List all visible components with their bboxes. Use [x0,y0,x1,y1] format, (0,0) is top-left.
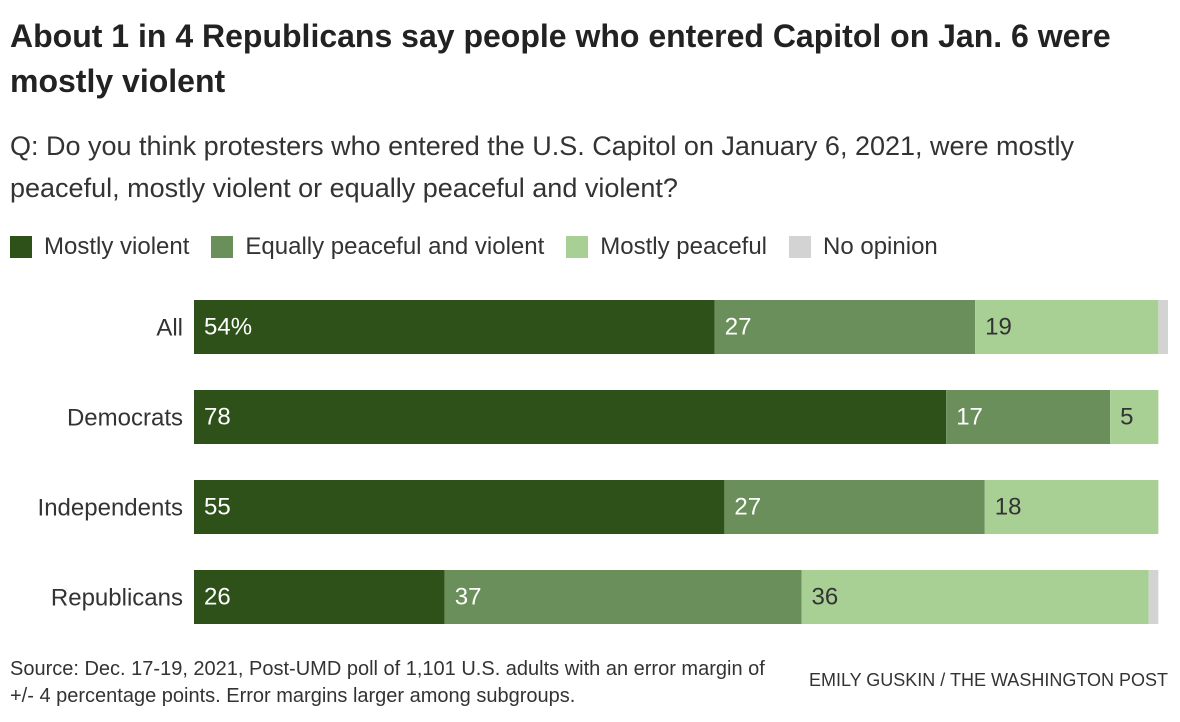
bar-segment [714,300,976,354]
data-label: 26 [204,583,231,610]
category-label: Independents [38,494,183,521]
data-label: 55 [204,493,231,520]
bar-segment [801,570,1149,624]
chart-title: About 1 in 4 Republicans say people who … [10,18,1111,99]
bar-segment [1148,570,1159,624]
bar-segment [194,390,947,444]
category-label: Democrats [67,404,183,431]
chart-subtitle: Q: Do you think protesters who entered t… [10,131,1075,203]
data-label: 17 [956,403,983,430]
legend-label: Mostly violent [44,233,190,260]
legend-swatch [10,236,32,258]
source-note: Source: Dec. 17-19, 2021, Post-UMD poll … [10,658,765,707]
legend: Mostly violent Equally peaceful and viole… [10,233,938,261]
bar-segment [1110,390,1159,444]
bar-segment [194,570,445,624]
data-label: 27 [734,493,761,520]
category-label: All [156,314,183,341]
bar-segment [975,300,1159,354]
legend-label: No opinion [823,233,938,260]
bar-segment [194,300,715,354]
legend-label: Mostly peaceful [600,233,768,260]
data-label: 5 [1120,403,1133,430]
data-label: 36 [812,583,839,610]
credit: EMILY GUSKIN / THE WASHINGTON POST [808,670,1168,690]
data-label: 18 [995,493,1022,520]
legend-item: Mostly violent [10,233,189,261]
bar-segment [194,480,725,534]
legend-swatch [789,236,812,258]
legend-swatch [211,236,234,258]
legend-item: Mostly peaceful [566,233,767,261]
legend-label: Equally peaceful and violent [245,233,545,260]
data-label: 54% [204,313,252,340]
bar-segment [946,390,1111,444]
data-label: 37 [455,583,482,610]
data-label: 19 [985,313,1012,340]
bar-segment [724,480,985,534]
legend-item: Equally peaceful and violent [211,233,544,261]
legend-item: No opinion [789,233,938,261]
data-label: 78 [204,403,231,430]
data-label: 27 [725,313,752,340]
legend-swatch [566,236,589,258]
bar-segment [444,570,802,624]
bar-segment [984,480,1159,534]
chart: All 54% 27 19 Democrats 78 17 5 Independents 55 27… [38,300,1168,624]
category-label: Republicans [51,584,183,611]
bar-segment [1158,300,1168,354]
